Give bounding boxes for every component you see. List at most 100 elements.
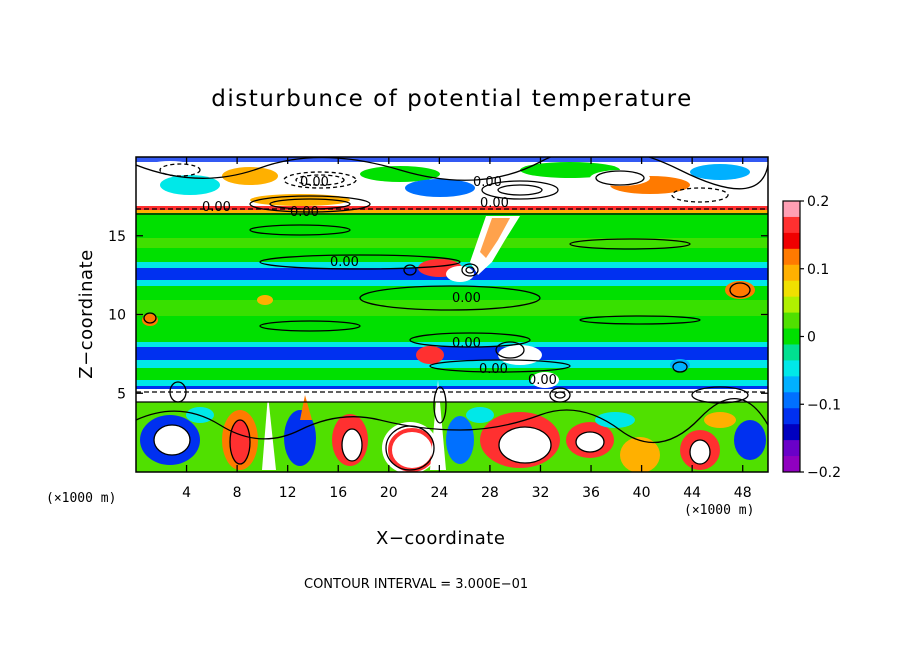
top-red-stripe (136, 206, 768, 210)
contour-mid-zero-1 (359, 285, 541, 311)
contour-mid-zero-4 (409, 332, 531, 348)
heatmap-field (136, 157, 768, 472)
top-blob-1 (160, 175, 220, 195)
contour-vortex-9 (495, 341, 525, 359)
contour-label: 0.00 (330, 255, 359, 270)
x-tick-label: 8 (233, 485, 242, 501)
bl-blob-17 (690, 440, 710, 464)
bl-spike-2 (262, 395, 276, 470)
x-unit-right: (×1000 m) (684, 503, 755, 518)
mid-blob-6 (257, 295, 273, 305)
y-axis-label: Z−coordinate (76, 249, 97, 378)
bl-blob-22 (704, 412, 736, 428)
colorbar-swatch (783, 296, 800, 314)
mid-blob-3 (531, 372, 559, 388)
contour-label: 0.00 (290, 205, 319, 220)
mid-blob-4 (670, 359, 690, 371)
contour-label: 0.00 (473, 175, 502, 190)
top-blob-3 (360, 166, 440, 182)
contour-vortex-12 (691, 386, 749, 404)
top-orange-stripe (136, 210, 768, 213)
contour-vortex-10 (729, 282, 751, 298)
colorbar-swatch (783, 360, 800, 377)
x-tick-label: 16 (329, 485, 347, 501)
contour-mid-zero-5 (429, 359, 571, 373)
band-mid-cyan2 (136, 360, 768, 368)
band-mid-blue (136, 347, 768, 360)
colorbar-swatch (783, 392, 800, 409)
contour-label: 0.00 (479, 362, 508, 377)
top-white-3 (145, 161, 195, 175)
y-tick-label: 5 (117, 386, 126, 402)
colorbar-swatch (783, 456, 800, 473)
contour-vortex-2 (465, 266, 475, 274)
contour-vortex-5 (554, 391, 566, 399)
contour-upper-zero-3 (569, 238, 691, 250)
y-tick-label: 15 (108, 229, 126, 245)
colorbar-swatch (783, 232, 800, 250)
contour-bl-3 (498, 426, 552, 464)
contour-bl-1 (153, 424, 191, 456)
contour-mid-zero-3 (579, 315, 701, 325)
contour-label: 0.00 (300, 175, 329, 190)
band-low-cyan (136, 380, 768, 386)
x-tick-label: 36 (582, 485, 600, 501)
bl-blob-15 (620, 437, 660, 472)
contour-top-1 (283, 171, 357, 189)
colorbar-swatch (783, 216, 800, 234)
colorbar-swatch (783, 280, 800, 298)
y-axis-ticks: 5 10 15 (108, 229, 768, 402)
top-blob-7 (690, 164, 750, 180)
x-axis-ticks: 4 8 12 16 20 24 28 32 36 40 44 48 (182, 157, 752, 501)
contour-top-3 (249, 195, 371, 213)
contour-top-2 (295, 174, 345, 186)
contour-label: 0.00 (528, 373, 557, 388)
plume-orange (480, 218, 510, 258)
contour-vortex-4 (549, 387, 571, 403)
contour-top-6 (497, 184, 543, 196)
plume-blob-white (446, 266, 474, 282)
band-upper-cyan2 (136, 280, 768, 286)
colorbar-tick-label: 0.1 (807, 262, 829, 278)
bl-blob-18 (734, 420, 766, 460)
contour-vortex-8 (433, 386, 447, 424)
top-white-4 (590, 170, 650, 186)
colorbar-swatch (783, 344, 800, 361)
contour-labels: 0.00 0.00 0.00 0.00 0.00 0.00 0.00 0.00 0.00 0.00 (202, 175, 557, 388)
bl-blob-20 (466, 407, 494, 423)
band-low-green (136, 368, 768, 380)
x-tick-label: 28 (481, 485, 499, 501)
band-white-strip (136, 389, 768, 402)
contour-vortex-6 (672, 361, 688, 373)
contour-interval-note: CONTOUR INTERVAL = 3.000E−01 (304, 577, 529, 592)
band-light-green-2 (136, 300, 768, 316)
colorbar-tick-label: −0.2 (807, 465, 841, 481)
bl-blob-12 (499, 427, 551, 463)
bl-blob-14 (576, 432, 604, 452)
mid-blob-2 (416, 346, 444, 364)
plume-shape (470, 216, 520, 275)
contour-label: 0.00 (202, 200, 231, 215)
bl-blob-5 (284, 410, 316, 466)
contour-vortex-3 (403, 264, 417, 276)
bl-spike-3 (300, 395, 312, 420)
contour-bl-4 (575, 431, 605, 453)
colorbar-swatch (783, 408, 800, 425)
contour-bl-7 (341, 428, 363, 462)
top-blob-4 (405, 179, 475, 197)
contour-label: 0.00 (480, 196, 509, 211)
contour-label: 0.00 (452, 336, 481, 351)
band-mid-cyan (136, 342, 768, 347)
colorbar-swatch (783, 312, 800, 330)
colorbar-swatch (783, 328, 800, 345)
colorbar: 0.2 0.1 0 −0.1 −0.2 (782, 194, 841, 481)
contour-vortex-1 (461, 263, 479, 277)
colorbar-swatch (783, 248, 800, 266)
top-blob-2 (222, 167, 278, 185)
colorbar-swatch (783, 201, 800, 218)
x-axis-label: X−coordinate (376, 528, 506, 549)
colorbar-swatch (783, 440, 800, 457)
top-white-2 (480, 182, 560, 202)
x-tick-label: 12 (279, 485, 297, 501)
